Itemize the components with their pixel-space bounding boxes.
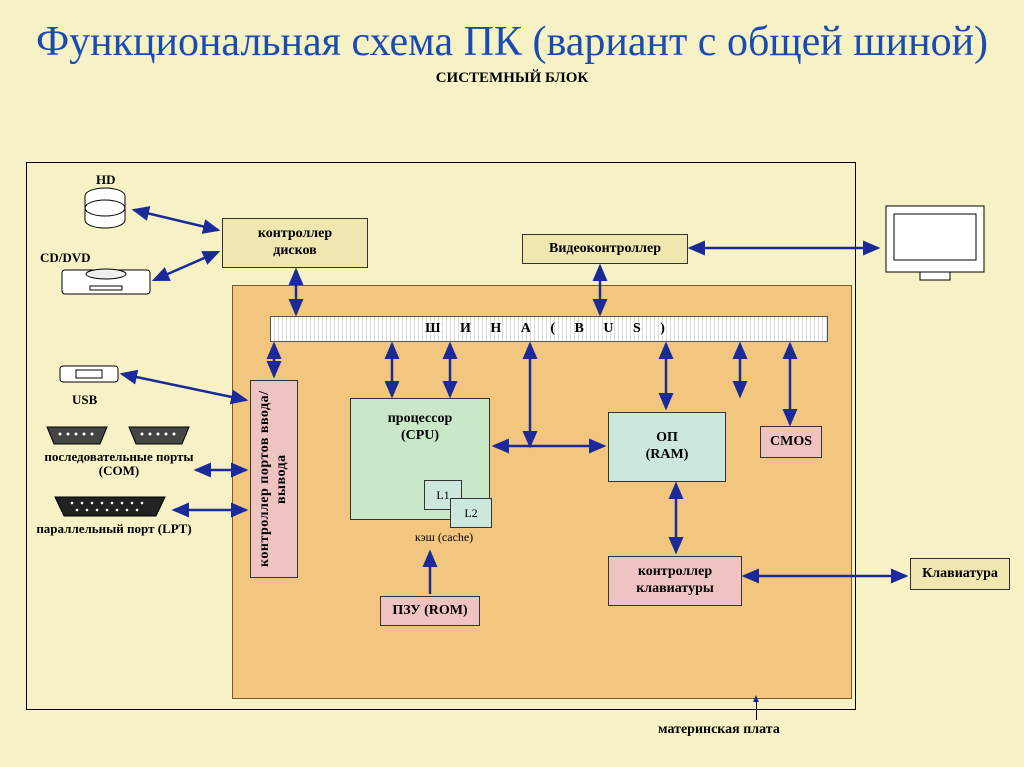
cddvd-icon: [60, 264, 152, 300]
keyboard-block: Клавиатура: [910, 558, 1010, 590]
hd-icon: [78, 184, 132, 238]
io-controller: контроллер портов ввода/вывода: [250, 380, 298, 578]
usb-label: USB: [72, 392, 97, 408]
kbd-controller: контроллер клавиатуры: [608, 556, 742, 606]
usb-icon: [58, 358, 120, 388]
com-port-1-icon: [42, 424, 112, 448]
com-port-2-icon: [124, 424, 194, 448]
bus-bar: Ш И Н А ( B U S ): [270, 316, 828, 342]
cache-label: кэш (cache): [394, 530, 494, 545]
mb-pointer-line: [756, 698, 757, 720]
page-title: Функциональная схема ПК (вариант с общей…: [0, 0, 1024, 66]
cmos-block: CMOS: [760, 426, 822, 458]
cddvd-label: CD/DVD: [40, 250, 91, 266]
rom-block: ПЗУ (ROM): [380, 596, 480, 626]
com-label: последовательные порты (COM): [34, 450, 204, 479]
ram-block: ОП (RAM): [608, 412, 726, 482]
disk-controller: контроллер дисков: [222, 218, 368, 268]
video-controller: Видеоконтроллер: [522, 234, 688, 264]
motherboard-label: материнская плата: [658, 722, 780, 738]
monitor-icon: [880, 200, 990, 284]
l2-cache: L2: [450, 498, 492, 528]
lpt-label: параллельный порт (LPT): [34, 522, 194, 536]
page-subtitle: СИСТЕМНЫЙ БЛОК: [0, 70, 1024, 87]
io-controller-label: контроллер портов ввода/вывода: [257, 381, 291, 577]
lpt-port-icon: [50, 494, 170, 520]
hd-label: HD: [96, 172, 116, 188]
